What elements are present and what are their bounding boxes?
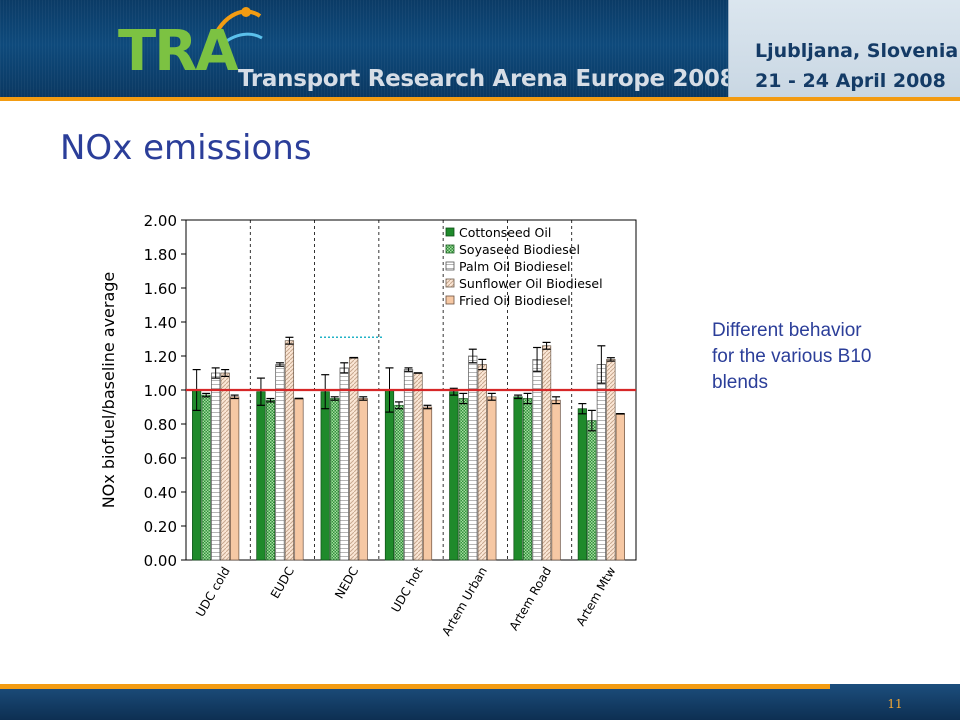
bar <box>330 398 340 561</box>
legend-label: Sunflower Oil Biodiesel <box>459 276 603 291</box>
logo-text: TRA <box>118 19 239 84</box>
legend-swatch <box>445 278 455 288</box>
bar <box>256 391 266 561</box>
y-tick-label: 0.60 <box>144 450 177 468</box>
logo-swoosh-icon <box>210 7 263 48</box>
page-number: 11 <box>887 697 903 711</box>
y-tick-label: 0.80 <box>144 416 177 434</box>
category-label: NEDC <box>332 565 361 602</box>
bar <box>577 408 587 561</box>
bar <box>513 396 523 561</box>
bar <box>468 355 478 561</box>
bar <box>349 357 359 561</box>
nox-bar-chart: 0.00 0.20 0.40 0.60 0.80 1.00 1.20 1.40 1.60 1.80… <box>99 212 637 639</box>
header-banner: TRA Transport Research Arena Europe 2008… <box>0 0 960 100</box>
bar <box>413 372 423 561</box>
legend-label: Palm Oil Biodiesel <box>459 259 571 274</box>
y-tick-label: 1.60 <box>144 280 177 298</box>
bar <box>192 389 202 561</box>
header-subtitle: Transport Research Arena Europe 2008 <box>238 66 736 92</box>
bar <box>320 391 330 561</box>
bar <box>403 369 414 561</box>
bar <box>275 364 285 561</box>
event-info-panel: Ljubljana, Slovenia 21 - 24 April 2008 <box>728 0 960 97</box>
footer-accent-band <box>0 684 830 689</box>
category-label: Artem Urban <box>439 565 490 639</box>
bar <box>422 406 433 561</box>
bar <box>541 345 552 561</box>
bar <box>201 394 211 561</box>
legend-label: Cottonseed Oil <box>459 225 551 240</box>
side-note: Different behavior for the various B10 b… <box>712 320 872 393</box>
bar <box>358 398 368 561</box>
bar <box>458 398 468 561</box>
bar <box>587 420 597 561</box>
category-label: Artem Road <box>507 565 555 633</box>
category-label: Artem Mtw <box>574 564 619 628</box>
bar <box>220 372 230 561</box>
bar <box>284 340 295 561</box>
event-city: Ljubljana, Slovenia <box>755 40 959 62</box>
bar <box>551 399 561 561</box>
bar <box>596 364 606 561</box>
legend-swatch <box>445 244 455 254</box>
y-tick-label: 1.80 <box>144 246 177 264</box>
header-accent-band <box>0 97 960 101</box>
bar <box>384 389 395 561</box>
bar <box>477 364 487 561</box>
category-label: UDC hot <box>389 564 426 614</box>
category-label: EUDC <box>268 565 297 601</box>
y-axis-label: NOx biofuel/baseline average <box>99 272 118 509</box>
bar <box>615 413 625 561</box>
y-tick-label: 1.20 <box>144 348 177 366</box>
bar <box>211 372 221 561</box>
bar <box>294 398 304 561</box>
y-tick-label: 0.00 <box>144 552 177 570</box>
category-label: UDC cold <box>193 565 233 620</box>
y-tick-label: 2.00 <box>144 212 177 230</box>
bar <box>487 396 497 561</box>
bar <box>449 391 459 561</box>
y-tick-label: 1.40 <box>144 314 177 332</box>
y-tick-label: 0.40 <box>144 484 177 502</box>
y-tick-label: 1.00 <box>144 382 177 400</box>
event-dates: 21 - 24 April 2008 <box>755 70 946 92</box>
y-tick-label: 0.20 <box>144 518 177 536</box>
legend-swatch <box>445 227 455 237</box>
bar <box>394 404 404 561</box>
slide-title: NOx emissions <box>60 128 312 168</box>
bar <box>230 396 240 561</box>
header-texture <box>0 0 728 100</box>
bar <box>522 398 533 561</box>
footer-band <box>0 684 960 720</box>
legend-label: Fried Oil Biodiesel <box>459 293 571 308</box>
legend-label: Soyaseed Biodiesel <box>459 242 580 257</box>
legend-swatch <box>445 295 455 305</box>
bar <box>339 367 349 561</box>
legend-swatch <box>445 261 455 271</box>
bar <box>265 399 276 561</box>
